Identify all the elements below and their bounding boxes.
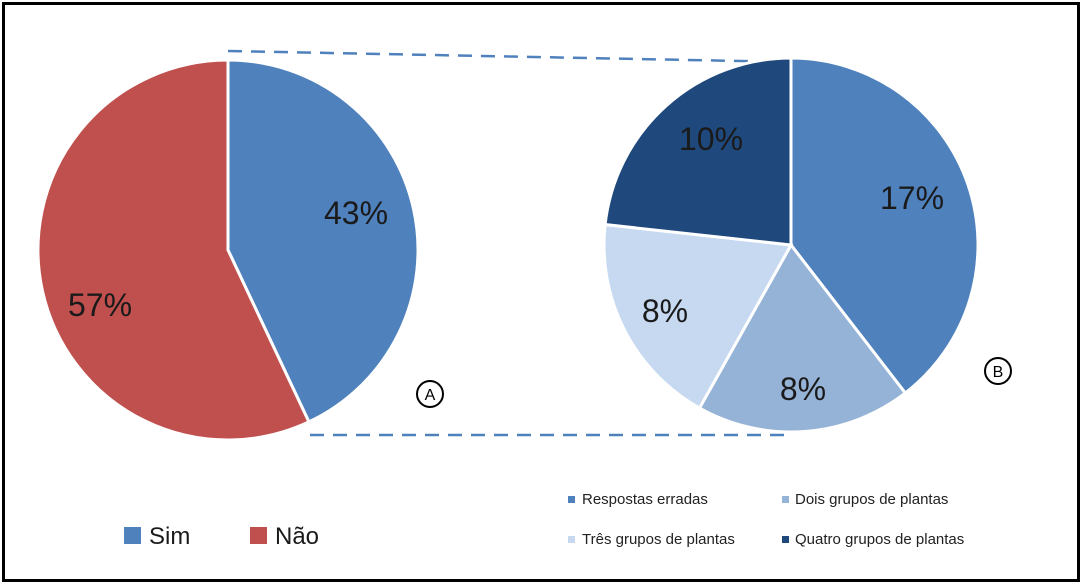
pie-b-data-label-respostas-erradas: 17% [880, 180, 944, 216]
pie-a-data-label-sim: 43% [324, 195, 388, 231]
legend-swatch-sim [124, 527, 141, 544]
pie-b: 17% 8% 8% 10% [602, 56, 980, 434]
legend-label-respostas-erradas: Respostas erradas [582, 491, 708, 508]
pie-b-slice-respostas-erradas [789, 56, 980, 396]
pie-b-data-label-tr-s-grupos-de-plantas: 8% [642, 293, 688, 329]
pie-a-data-label-n-o: 57% [68, 287, 132, 323]
pie-b-slice-quatro-grupos-de-plantas [603, 56, 793, 247]
marker-b-label: B [993, 364, 1004, 381]
legend-swatch-tres-grupos [568, 536, 575, 543]
connector-top-line [227, 49, 792, 64]
pie-b-data-label-quatro-grupos-de-plantas: 10% [679, 121, 743, 157]
pie-a-slice-n-o [36, 58, 311, 442]
legend-label-dois-grupos: Dois grupos de plantas [795, 491, 948, 508]
marker-a: A [416, 380, 444, 408]
pie-a: 43% 57% [36, 58, 420, 442]
legend-b: Respostas erradas Dois grupos de plantas… [568, 491, 964, 548]
pie-a-slice-sim [226, 58, 420, 424]
legend-swatch-respostas-erradas [568, 496, 575, 503]
pie-b-slice-dois-grupos-de-plantas [697, 242, 908, 434]
legend-swatch-nao [250, 527, 267, 544]
legend-label-nao: Não [275, 523, 319, 550]
pie-b-slice-tr-s-grupos-de-plantas [602, 222, 794, 411]
legend-label-sim: Sim [149, 523, 190, 550]
marker-a-label: A [425, 387, 436, 404]
legend-a: Sim Não [124, 523, 319, 550]
legend-swatch-quatro-grupos [782, 536, 789, 543]
legend-swatch-dois-grupos [782, 496, 789, 503]
legend-label-quatro-grupos: Quatro grupos de plantas [795, 531, 964, 548]
pie-of-pie-chart: 43% 57% 17% 8% 8% 10% A B Sim Não Respostas … [36, 49, 1012, 550]
pie-b-data-label-dois-grupos-de-plantas: 8% [780, 371, 826, 407]
marker-b: B [984, 357, 1012, 385]
legend-label-tres-grupos: Três grupos de plantas [582, 531, 735, 548]
